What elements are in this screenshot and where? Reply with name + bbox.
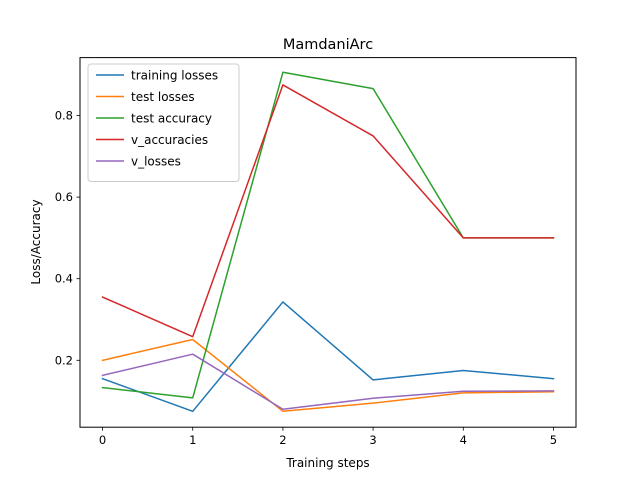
series-line-4 xyxy=(101,353,555,410)
legend-box xyxy=(87,63,240,182)
x-axis-label: Training steps xyxy=(285,456,369,470)
y-axis-label: Loss/Accuracy xyxy=(29,199,43,284)
series-line-1 xyxy=(101,338,555,413)
x-tick-label-1: 1 xyxy=(189,433,196,447)
series-line-0 xyxy=(101,301,555,413)
legend-label-3: v_accuracies xyxy=(131,133,208,147)
legend-label-2: test accuracy xyxy=(131,112,212,126)
y-tick-label-1: 0.4 xyxy=(55,272,73,286)
y-tick-label-3: 0.8 xyxy=(55,109,73,123)
y-axis-ticks: 0.2 0.4 0.6 0.8 xyxy=(55,109,80,367)
legend-label-0: training losses xyxy=(131,69,218,83)
y-tick-label-2: 0.6 xyxy=(55,190,73,204)
x-tick-label-2: 2 xyxy=(279,433,286,447)
series-layer xyxy=(101,71,555,413)
legend-label-4: v_losses xyxy=(131,155,181,169)
x-tick-label-4: 4 xyxy=(460,433,467,447)
x-axis-ticks: 0 1 2 3 4 5 xyxy=(99,427,557,447)
x-tick-label-3: 3 xyxy=(369,433,376,447)
plot-area-frame xyxy=(79,57,577,428)
x-tick-label-0: 0 xyxy=(99,433,106,447)
x-tick-label-5: 5 xyxy=(550,433,557,447)
legend: training losses test losses test accuracy v… xyxy=(87,63,240,182)
series-line-3 xyxy=(101,84,555,338)
legend-label-1: test losses xyxy=(131,90,195,104)
y-tick-label-0: 0.2 xyxy=(55,353,73,367)
chart-title: MamdaniArc xyxy=(283,37,373,53)
